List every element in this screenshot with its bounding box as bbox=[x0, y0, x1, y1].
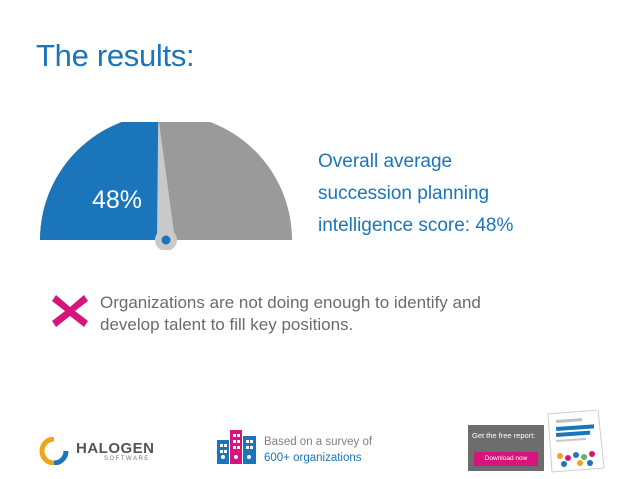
score-line: Overall average bbox=[318, 151, 453, 172]
halogen-logo-icon bbox=[39, 437, 69, 465]
score-gauge bbox=[40, 122, 292, 250]
logo-tagline: SOFTWARE bbox=[104, 456, 150, 462]
finding-line: develop talent to fill key positions. bbox=[100, 315, 354, 334]
x-mark-icon bbox=[52, 295, 88, 327]
score-line: succession planning bbox=[318, 183, 490, 204]
finding-line: Organizations are not doing enough to id… bbox=[100, 293, 481, 312]
organizations-icon bbox=[217, 430, 256, 464]
gauge-value-segment bbox=[40, 122, 166, 240]
report-promo-text: Get the free report: bbox=[472, 431, 536, 440]
finding-text: Organizations are not doing enough to id… bbox=[100, 292, 481, 336]
survey-line: Based on a survey of bbox=[264, 436, 373, 448]
gauge-value-label: 48% bbox=[92, 186, 143, 214]
survey-line: 600+ organizations bbox=[264, 452, 362, 464]
download-button[interactable]: Download now bbox=[474, 452, 538, 466]
gauge-hub-dot bbox=[161, 235, 171, 245]
score-line: intelligence score: 48% bbox=[318, 215, 514, 236]
logo-wordmark: HALOGEN bbox=[76, 440, 155, 457]
survey-note: Based on a survey of 600+ organizations bbox=[264, 434, 372, 466]
page-title: The results: bbox=[36, 38, 195, 73]
report-cover-image bbox=[547, 410, 605, 473]
gauge-needle bbox=[157, 122, 175, 241]
score-summary: Overall average succession planning inte… bbox=[318, 146, 513, 242]
